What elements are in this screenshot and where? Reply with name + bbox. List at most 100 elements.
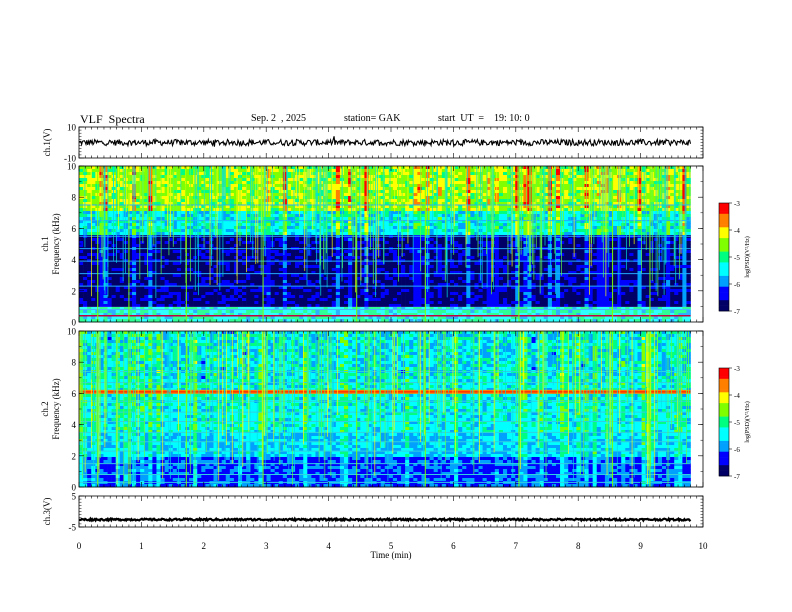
spectrogram-cell bbox=[115, 229, 121, 233]
spectrogram-cell bbox=[482, 169, 487, 173]
spectrogram-cell bbox=[405, 241, 410, 245]
spectrogram-cell bbox=[197, 250, 202, 254]
spectrogram-cell bbox=[335, 208, 341, 212]
spectrogram-cell bbox=[242, 256, 247, 260]
spectrogram-cell bbox=[311, 217, 316, 221]
spectrogram-cell bbox=[254, 184, 259, 188]
spectrogram-cell bbox=[205, 190, 210, 194]
spectrogram-cell bbox=[486, 169, 492, 173]
spectrogram-cell bbox=[625, 184, 630, 188]
spectrogram-cell bbox=[613, 256, 618, 260]
spectrogram-cell bbox=[498, 229, 504, 233]
spectrogram-cell bbox=[657, 178, 663, 182]
spectrogram-cell bbox=[613, 202, 618, 206]
spectrogram-cell bbox=[319, 223, 324, 227]
spectrogram-cell bbox=[682, 172, 687, 176]
spectrogram-cell bbox=[666, 214, 671, 218]
spectrogram-cell bbox=[87, 244, 92, 248]
spectrogram-cell bbox=[535, 250, 540, 254]
spectrogram-cell bbox=[327, 220, 333, 224]
spectrogram-cell bbox=[502, 169, 508, 173]
spectrogram-cell bbox=[405, 217, 410, 221]
spectrogram-cell bbox=[682, 184, 687, 188]
spectrogram-cell bbox=[103, 184, 108, 188]
spectrogram-cell bbox=[384, 250, 390, 254]
spectrogram-cell bbox=[343, 172, 349, 176]
spectrogram-cell bbox=[596, 211, 602, 215]
date-label: Sep. 2 , 2025 bbox=[251, 113, 306, 124]
spectrogram-cell bbox=[625, 193, 630, 197]
spectrogram-cell bbox=[87, 256, 92, 260]
spectrogram-cell bbox=[678, 184, 683, 188]
spectrogram-cell bbox=[670, 223, 675, 227]
spectrogram-cell bbox=[299, 193, 304, 197]
spectrogram-cell bbox=[458, 199, 463, 203]
spectrogram-cell bbox=[633, 178, 638, 182]
spectrogram-cell bbox=[421, 178, 426, 182]
spectrogram-cell bbox=[625, 229, 630, 233]
spectrogram-cell bbox=[686, 193, 691, 197]
spectrogram-cell bbox=[205, 193, 210, 197]
spectrogram-cell bbox=[127, 172, 133, 176]
spectrogram-cell bbox=[384, 196, 390, 200]
spectrogram-cell bbox=[343, 166, 349, 170]
spectrogram-cell bbox=[274, 169, 280, 173]
spectrogram-cell bbox=[621, 214, 626, 218]
spectrogram-cell bbox=[254, 190, 259, 194]
spectrogram-cell bbox=[242, 205, 247, 209]
spectrogram-cell bbox=[421, 208, 426, 212]
spectrogram-cell bbox=[421, 202, 426, 206]
spectrogram-cell bbox=[555, 226, 561, 230]
spectrogram-cell bbox=[674, 211, 679, 215]
spectrogram-cell bbox=[327, 226, 333, 230]
spectrogram-cell bbox=[79, 190, 84, 194]
spectrogram-cell bbox=[458, 259, 463, 263]
spectrogram-cell bbox=[482, 190, 487, 194]
spectrogram-cell bbox=[405, 256, 410, 260]
spectrogram-cell bbox=[686, 181, 691, 185]
spectrogram-cell bbox=[678, 238, 683, 242]
spectrogram-cell bbox=[454, 241, 459, 245]
spectrogram-cell bbox=[674, 190, 679, 194]
spectrogram-cell bbox=[413, 211, 418, 215]
spectrogram-cell bbox=[201, 232, 206, 236]
spectrogram-cell bbox=[144, 229, 149, 233]
spectrogram-cell bbox=[91, 229, 96, 233]
spectrogram-cell bbox=[625, 244, 630, 248]
spectrogram-cell bbox=[396, 214, 402, 218]
spectrogram-cell bbox=[176, 175, 182, 179]
spectrogram-cell bbox=[156, 193, 161, 197]
spectrogram-cell bbox=[433, 199, 439, 203]
spectrogram-cell bbox=[511, 166, 516, 170]
spectrogram-cell bbox=[185, 169, 190, 173]
spectrogram-cell bbox=[392, 229, 398, 233]
spectrogram-cell bbox=[299, 208, 304, 212]
spectrogram-cell bbox=[189, 214, 194, 218]
spectrogram-cell bbox=[645, 208, 651, 212]
spectrogram-cell bbox=[613, 184, 618, 188]
spectrogram-cell bbox=[123, 241, 129, 245]
spectrogram-cell bbox=[666, 211, 671, 215]
spectrogram-cell bbox=[164, 259, 169, 263]
spectrogram-cell bbox=[405, 172, 410, 176]
spectrogram-cell bbox=[319, 226, 324, 230]
spectrogram-cell bbox=[103, 202, 108, 206]
spectrogram-cell bbox=[678, 217, 683, 221]
spectrogram-cell bbox=[507, 193, 512, 197]
spectrogram-cell bbox=[454, 238, 459, 242]
spectrogram-cell bbox=[123, 244, 129, 248]
spectrogram-cell bbox=[613, 172, 618, 176]
spectrogram-cell bbox=[295, 190, 300, 194]
spectrogram-cell bbox=[197, 259, 202, 263]
spectrogram-cell bbox=[189, 202, 194, 206]
spectrogram-cell bbox=[335, 181, 341, 185]
spectrogram-cell bbox=[87, 241, 92, 245]
spectrogram-cell bbox=[107, 232, 112, 236]
spectrogram-cell bbox=[233, 253, 239, 257]
spectrogram-cell bbox=[189, 190, 194, 194]
spectrogram-cell bbox=[290, 244, 296, 248]
spectrogram-cell bbox=[270, 220, 275, 224]
spectrogram-cell bbox=[180, 214, 186, 218]
spectrogram-cell bbox=[458, 214, 463, 218]
spectrogram-cell bbox=[254, 181, 259, 185]
